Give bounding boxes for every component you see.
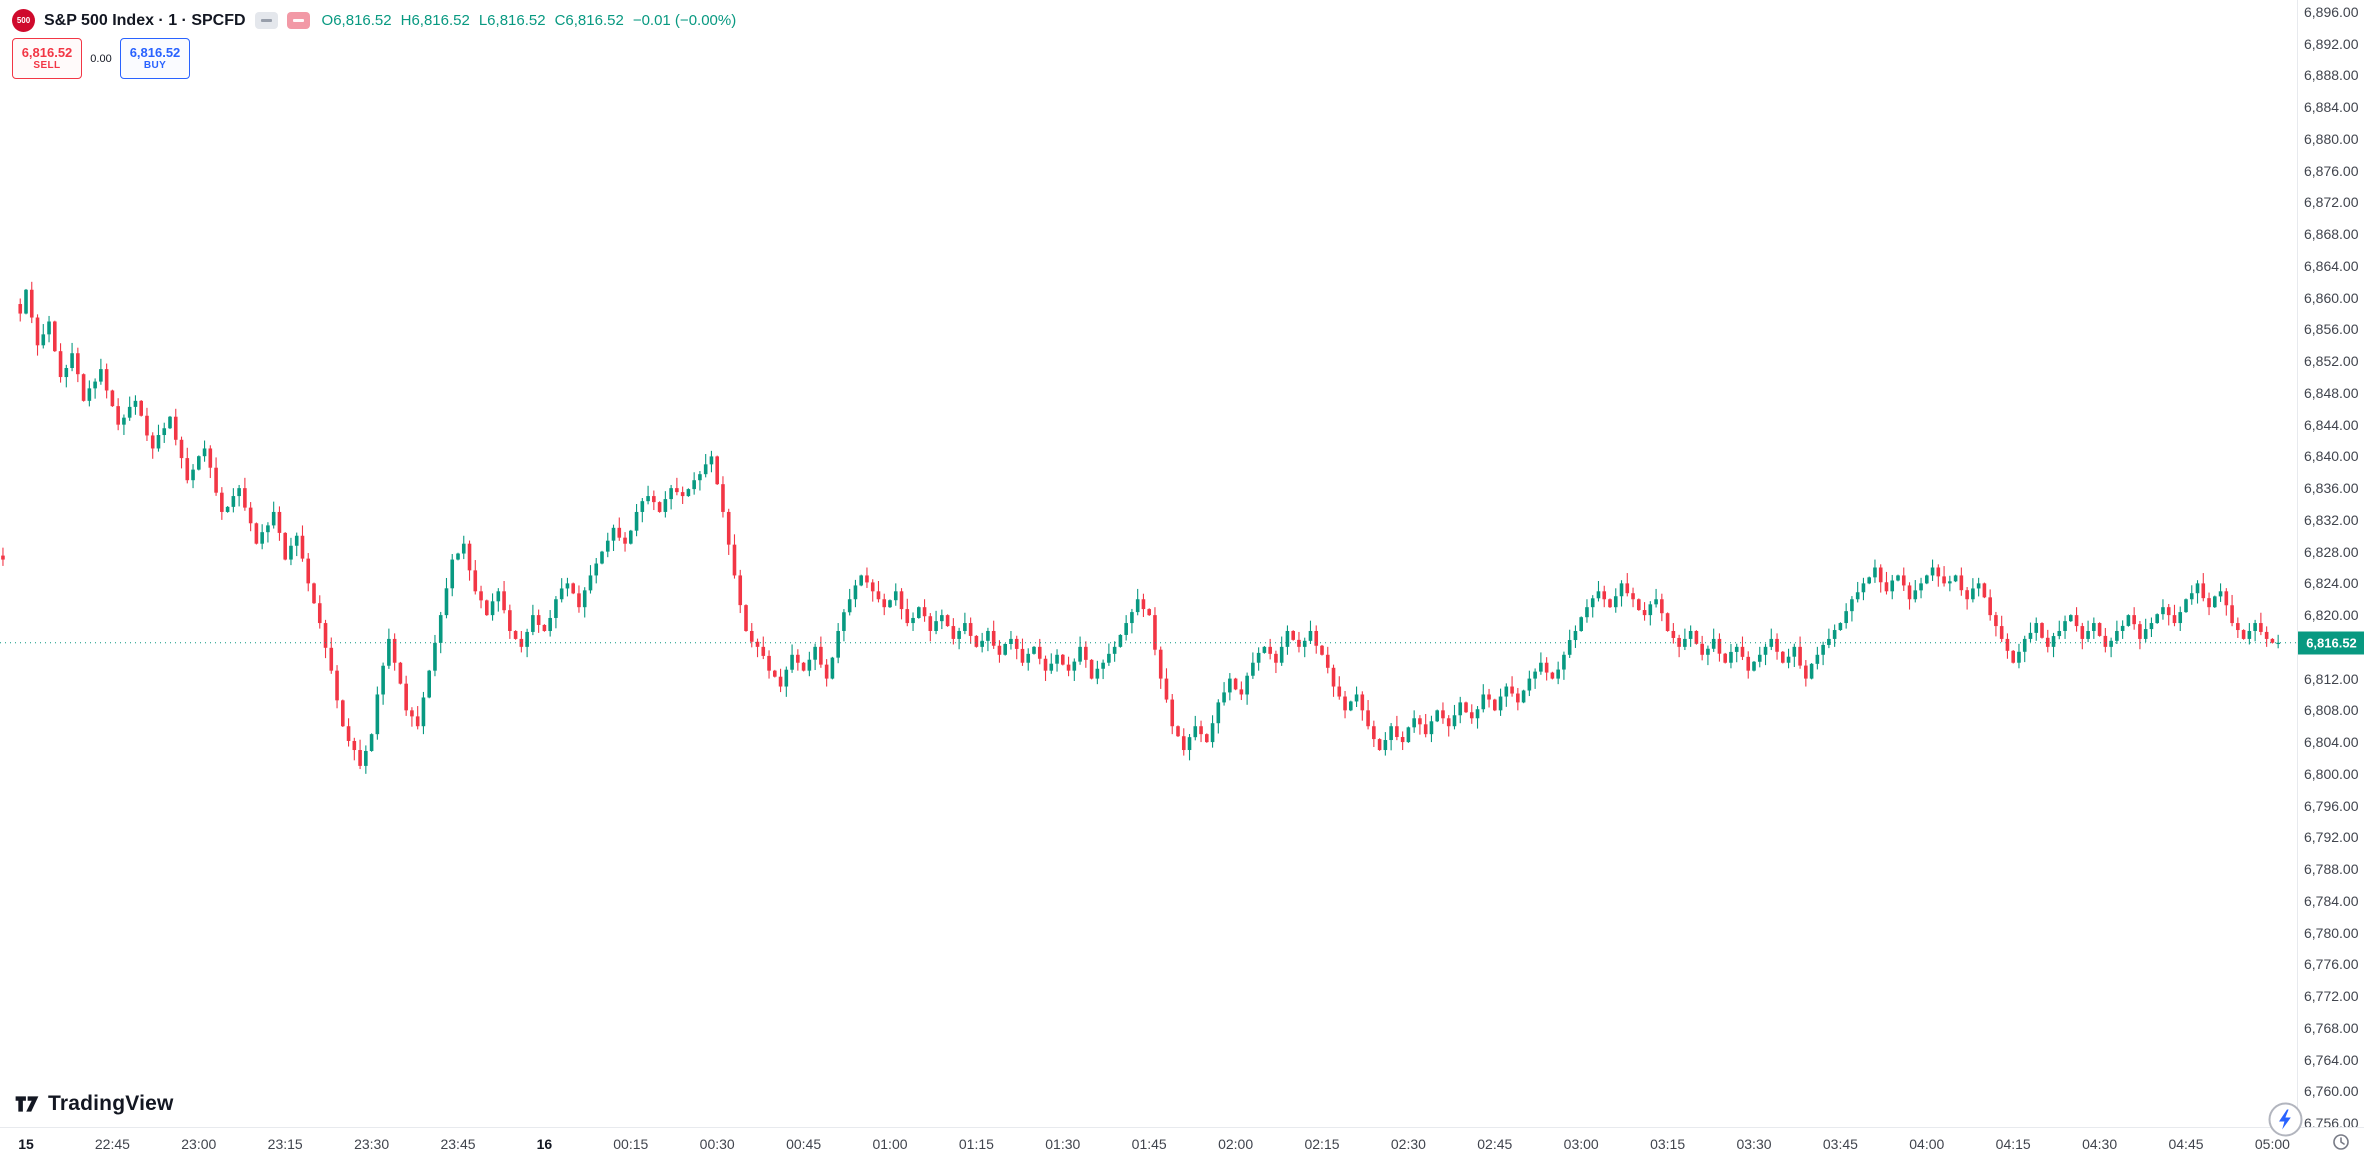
price-axis-label: 6,772.00 bbox=[2304, 988, 2359, 1005]
time-axis-label: 03:00 bbox=[1563, 1136, 1599, 1152]
time-axis-label: 03:15 bbox=[1650, 1136, 1686, 1152]
tradingview-mark-icon bbox=[15, 1096, 39, 1112]
price-axis-label: 6,856.00 bbox=[2304, 321, 2359, 338]
time-axis-label: 23:15 bbox=[267, 1136, 303, 1152]
open-value: O6,816.52 bbox=[321, 12, 392, 29]
low-value: L6,816.52 bbox=[478, 12, 546, 29]
price-axis-label: 6,824.00 bbox=[2304, 575, 2359, 592]
price-axis-label: 6,864.00 bbox=[2304, 257, 2359, 274]
price-axis-label: 6,836.00 bbox=[2304, 480, 2359, 497]
price-axis-label: 6,776.00 bbox=[2304, 956, 2359, 973]
change-value: −0.01 (−0.00%) bbox=[632, 12, 737, 29]
time-axis-label: 01:15 bbox=[958, 1136, 994, 1152]
time-axis-label: 00:45 bbox=[786, 1136, 822, 1152]
time-axis-label: 04:15 bbox=[1995, 1136, 2031, 1152]
time-axis-label: 01:45 bbox=[1131, 1136, 1167, 1152]
price-axis-label: 6,768.00 bbox=[2304, 1019, 2359, 1036]
price-axis-label: 6,828.00 bbox=[2304, 543, 2359, 560]
trade-panel: 6,816.52 SELL 0.00 6,816.52 BUY bbox=[12, 38, 190, 79]
time-axis-label: 23:30 bbox=[354, 1136, 390, 1152]
price-axis-label: 6,820.00 bbox=[2304, 607, 2359, 624]
price-axis-label: 6,804.00 bbox=[2304, 734, 2359, 751]
tradingview-logo-text: TradingView bbox=[48, 1092, 174, 1115]
time-axis-label: 02:30 bbox=[1390, 1136, 1426, 1152]
price-axis-label: 6,840.00 bbox=[2304, 448, 2359, 465]
time-axis-label: 23:00 bbox=[181, 1136, 217, 1152]
sell-label: SELL bbox=[33, 60, 61, 72]
price-axis-label: 6,844.00 bbox=[2304, 416, 2359, 433]
price-axis-label: 6,880.00 bbox=[2304, 130, 2359, 147]
last-price-tag: 6,816.52 bbox=[2298, 631, 2364, 655]
time-axis-label: 22:45 bbox=[94, 1136, 130, 1152]
price-axis-label: 6,796.00 bbox=[2304, 797, 2359, 814]
time-axis-label: 00:30 bbox=[699, 1136, 735, 1152]
time-axis-day-label: 15 bbox=[18, 1136, 34, 1152]
candles-layer bbox=[1, 281, 2280, 774]
time-axis-label: 23:45 bbox=[440, 1136, 476, 1152]
spread-value: 0.00 bbox=[90, 52, 112, 65]
sp500-logo-icon: 500 bbox=[12, 9, 35, 32]
legend-flag-icon[interactable] bbox=[286, 12, 310, 29]
price-axis-label: 6,760.00 bbox=[2304, 1083, 2359, 1100]
price-axis-label: 6,764.00 bbox=[2304, 1051, 2359, 1068]
price-axis-label: 6,784.00 bbox=[2304, 892, 2359, 909]
price-axis-label: 6,888.00 bbox=[2304, 67, 2359, 84]
price-axis-label: 6,792.00 bbox=[2304, 829, 2359, 846]
sell-price: 6,816.52 bbox=[21, 44, 73, 60]
lightning-icon bbox=[2268, 1102, 2303, 1137]
time-axis-label: 04:30 bbox=[2082, 1136, 2118, 1152]
price-axis[interactable]: 6,816.52 6,896.00 6,892.00 6,888.00 6,884.0… bbox=[2297, 0, 2364, 1131]
price-axis-label: 6,868.00 bbox=[2304, 226, 2359, 243]
time-axis-label: 04:45 bbox=[2168, 1136, 2204, 1152]
time-axis[interactable]: 15 22:45 23:00 23:15 23:30 23:45 16 00:15 00:30 0… bbox=[0, 1127, 2364, 1157]
instant-trading-button[interactable] bbox=[2267, 1101, 2304, 1138]
time-axis-label: 01:00 bbox=[872, 1136, 908, 1152]
time-axis-label: 02:15 bbox=[1304, 1136, 1340, 1152]
legend-dash-icon[interactable] bbox=[254, 12, 278, 29]
symbol-title[interactable]: S&P 500 Index · 1 · SPCFD bbox=[44, 11, 246, 29]
tradingview-logo[interactable]: TradingView bbox=[14, 1091, 174, 1117]
ohlc-values: O6,816.52 H6,816.52 L6,816.52 C6,816.52 … bbox=[322, 12, 737, 29]
time-axis-label: 01:30 bbox=[1045, 1136, 1081, 1152]
price-axis-label: 6,848.00 bbox=[2304, 384, 2359, 401]
time-axis-day-label: 16 bbox=[536, 1136, 553, 1152]
price-axis-label: 6,872.00 bbox=[2304, 194, 2359, 211]
price-axis-label: 6,852.00 bbox=[2304, 353, 2359, 370]
price-axis-label: 6,832.00 bbox=[2304, 511, 2359, 528]
price-axis-label: 6,800.00 bbox=[2304, 765, 2359, 782]
price-axis-label: 6,788.00 bbox=[2304, 861, 2359, 878]
price-axis-label: 6,892.00 bbox=[2304, 35, 2359, 52]
price-axis-label: 6,812.00 bbox=[2304, 670, 2359, 687]
time-axis-label: 03:45 bbox=[1822, 1136, 1858, 1152]
time-axis-label: 02:45 bbox=[1477, 1136, 1513, 1152]
price-axis-label: 6,884.00 bbox=[2304, 99, 2359, 116]
price-axis-label: 6,896.00 bbox=[2304, 4, 2359, 20]
buy-label: BUY bbox=[143, 60, 167, 72]
symbol-legend: 500 S&P 500 Index · 1 · SPCFD O6,816.52 … bbox=[12, 9, 736, 32]
buy-price: 6,816.52 bbox=[129, 44, 181, 60]
candlestick-chart-pane[interactable] bbox=[0, 0, 2297, 1127]
buy-button[interactable]: 6,816.52 BUY bbox=[120, 38, 190, 79]
price-axis-label: 6,860.00 bbox=[2304, 289, 2359, 306]
price-axis-label: 6,808.00 bbox=[2304, 702, 2359, 719]
high-value: H6,816.52 bbox=[400, 12, 470, 29]
close-value: C6,816.52 bbox=[554, 12, 624, 29]
time-axis-label: 03:30 bbox=[1736, 1136, 1772, 1152]
price-axis-label: 6,876.00 bbox=[2304, 162, 2359, 179]
price-axis-label: 6,780.00 bbox=[2304, 924, 2359, 941]
time-axis-label: 00:15 bbox=[613, 1136, 649, 1152]
sell-button[interactable]: 6,816.52 SELL bbox=[12, 38, 82, 79]
time-axis-label: 02:00 bbox=[1218, 1136, 1254, 1152]
time-axis-label: 04:00 bbox=[1909, 1136, 1945, 1152]
time-axis-label: 05:00 bbox=[2254, 1136, 2290, 1152]
clock-icon[interactable] bbox=[2332, 1133, 2350, 1156]
